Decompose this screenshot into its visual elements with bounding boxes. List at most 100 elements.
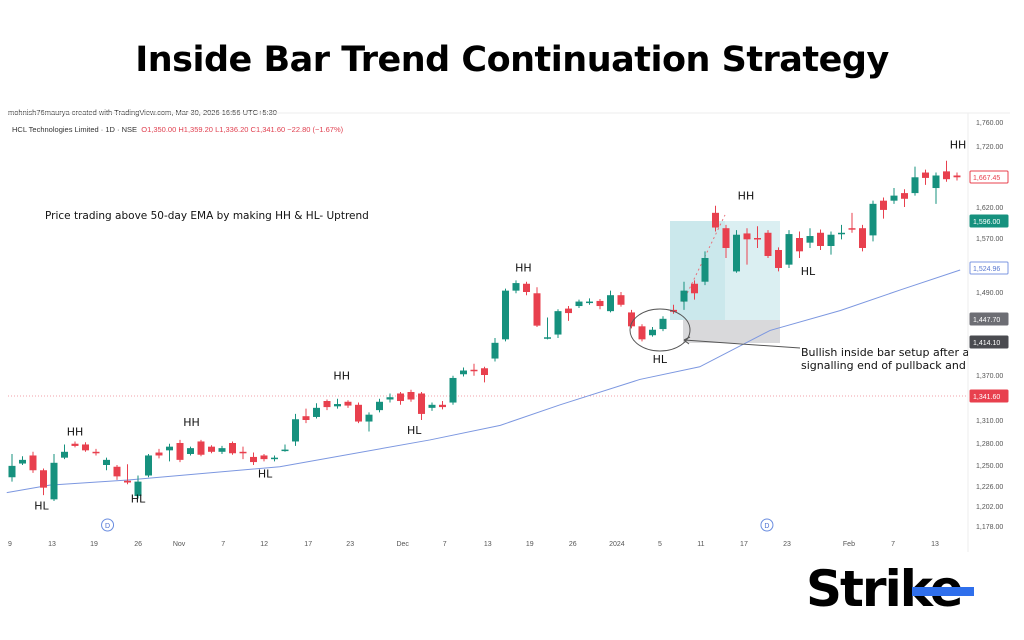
candle-body [586,301,593,304]
price-tag [969,214,1009,228]
candle-body [502,290,509,340]
arrow-head-icon [683,336,691,345]
symbol-name: HCL Technologies Limited · 1D · NSE [12,125,138,134]
x-tick-label: 26 [134,541,142,548]
candle-body [407,392,415,400]
candle-body [155,452,163,456]
swing-label-hh: HH [950,138,967,151]
candle-body [596,300,604,307]
candle-body [512,283,520,291]
price-tag-label: 1,414.10 [973,340,1000,347]
dividend-icon [760,518,774,532]
x-tick-label: Feb [843,541,855,548]
candle-body [848,228,856,230]
y-tick-label: 1,280.00 [976,441,1003,448]
open-value: O1,350.00 [141,125,177,134]
x-tick-label: 9 [8,541,12,548]
close-value: C1,341.60 [250,125,286,134]
price-tag-label: 1,667.45 [973,175,1000,182]
candle-body [313,407,320,417]
candle-body [533,293,541,326]
candle-body [565,308,572,314]
candle-body [785,234,793,265]
x-tick-label: 11 [697,541,704,548]
high-value: H1,359.20 [178,125,213,134]
logo-text-end: ke [900,560,974,618]
candle-body [218,448,226,452]
candle-body [743,233,751,240]
inside-bar-circle [629,308,691,352]
candle-body [229,443,236,454]
callout-text: signalling end of pullback and [801,359,966,372]
x-tick-label: 7 [443,541,447,548]
candle-body [953,175,961,178]
price-tag-label: 1,341.60 [973,394,1000,401]
candle-body [943,171,950,180]
candle-body [19,459,26,464]
candle-body [428,404,436,408]
candle-body [722,228,730,248]
swing-label-hl: HL [131,493,146,506]
candle-body [92,451,100,454]
candle-body [607,295,614,312]
candle-body [376,401,383,411]
symbol-legend: HCL Technologies Limited · 1D · NSE O1,3… [12,125,343,134]
x-tick-label: 17 [740,541,748,548]
x-tick-label: 2024 [609,541,625,548]
candle-body [208,446,215,452]
x-tick-label: 23 [783,541,791,548]
y-tick-label: 1,178.00 [976,524,1003,531]
swing-label-hl: HL [34,499,49,512]
candle-body [628,312,635,327]
candle-body [470,369,478,372]
candle-body [890,195,898,201]
candle-body [302,416,310,420]
ema-50-line [6,269,961,494]
y-tick-label: 1,250.00 [976,463,1003,470]
trend-note: Price trading above 50-day EMA by making… [45,210,369,222]
candle-body [271,457,278,460]
candle-body [260,455,268,460]
candle-body [103,459,110,465]
swing-label-hh: HH [67,425,84,438]
candle-body [911,177,919,194]
candle-body [460,370,467,375]
candle-body [544,337,551,339]
candle-body [281,449,289,452]
logo-text: Stri [806,560,902,618]
price-tag [969,389,1009,403]
change-value: −22.80 (−1.67%) [287,125,344,134]
candle-body [712,212,719,228]
candle-body [617,295,625,305]
x-tick-label: 12 [260,541,268,548]
candle-body [323,401,331,408]
x-tick-label: 7 [891,541,895,548]
callout-arrow [683,339,801,349]
candle-body [764,232,772,256]
candle-body [40,470,47,488]
y-tick-label: 1,226.00 [976,484,1003,491]
candle-body [523,283,530,292]
candle-body [134,481,142,496]
x-tick-label: 26 [569,541,577,548]
candle-body [754,238,761,240]
candle-body [397,393,404,402]
candle-body [796,238,803,252]
candle-body [187,448,194,454]
x-tick-label: 13 [931,541,939,548]
candle-body [659,318,667,330]
swing-label-hh: HH [183,416,200,429]
candle-body [880,200,887,210]
y-tick-label: 1,490.00 [976,290,1003,297]
callout-text: Bullish inside bar setup after a [801,346,969,359]
y-tick-label: 1,570.00 [976,236,1003,243]
x-tick-label: Dec [396,541,409,548]
candle-body [680,290,688,302]
candle-body [386,397,394,400]
x-tick-label: 5 [658,541,662,548]
price-tag [969,170,1009,184]
candle-body [344,401,352,406]
candle-body [197,441,205,455]
dividend-icon [101,518,115,532]
